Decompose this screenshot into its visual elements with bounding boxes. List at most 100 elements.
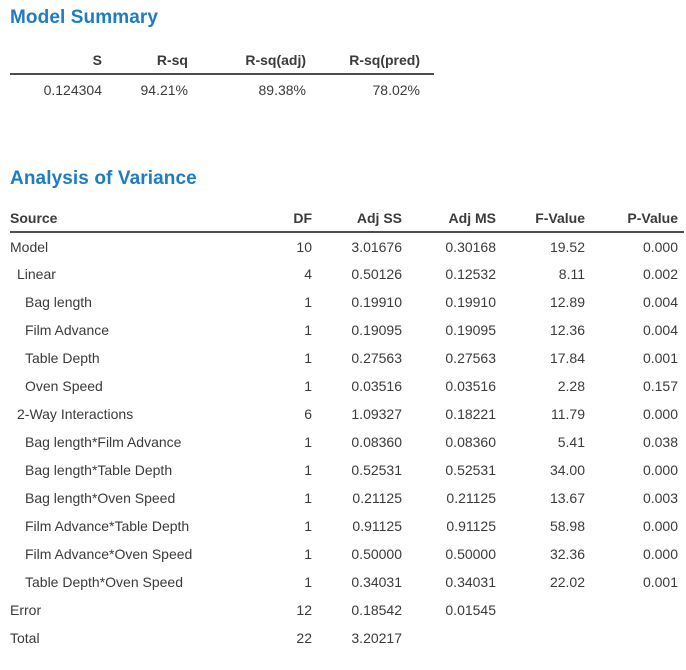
- f-value-cell: 17.84: [549, 350, 585, 366]
- column-header-f-value: F-Value: [496, 210, 585, 233]
- table-row: Bag length 1 0.19910 0.19910 12.89 0.004: [10, 288, 684, 316]
- f-value-cell: 5.41: [557, 434, 585, 450]
- table-row: Bag length*Table Depth 1 0.52531 0.52531…: [10, 456, 684, 484]
- table-row: Total 22 3.20217: [10, 624, 684, 652]
- adj-ss-cell: 0.52531: [351, 462, 402, 478]
- column-header-adj-ss: Adj SS: [312, 210, 402, 233]
- column-header-rsq: R-sq: [102, 52, 188, 75]
- adj-ss-cell: 0.27563: [351, 350, 402, 366]
- source-cell: Bag length*Oven Speed: [25, 490, 176, 506]
- f-value-cell: 34.00: [549, 462, 585, 478]
- column-header-s: S: [10, 52, 102, 75]
- table-row: Bag length*Film Advance 1 0.08360 0.0836…: [10, 428, 684, 456]
- df-cell: 12: [296, 602, 312, 618]
- p-value-cell: [585, 624, 684, 652]
- anova-table: Source DF Adj SS Adj MS F-Value P-Value …: [10, 210, 684, 652]
- df-cell: 1: [304, 574, 312, 590]
- adj-ms-cell: 0.30168: [445, 238, 496, 255]
- anova-table-body: Model 10 3.01676 0.30168 19.52 0.000 Lin…: [10, 232, 684, 652]
- source-cell: Film Advance*Table Depth: [25, 518, 190, 534]
- table-row: Model 10 3.01676 0.30168 19.52 0.000: [10, 232, 684, 260]
- df-cell: 22: [296, 630, 312, 646]
- p-value-cell: 0.001: [642, 350, 678, 366]
- column-header-df: DF: [250, 210, 312, 233]
- column-header-source: Source: [10, 210, 250, 233]
- anova-header-row: Source DF Adj SS Adj MS F-Value P-Value: [10, 210, 684, 233]
- adj-ss-cell: 0.21125: [352, 490, 402, 506]
- p-value-cell: 0.002: [642, 266, 678, 282]
- adj-ms-cell: 0.19095: [445, 322, 496, 338]
- table-row: Film Advance 1 0.19095 0.19095 12.36 0.0…: [10, 316, 684, 344]
- df-cell: 6: [304, 406, 312, 422]
- adj-ss-cell: 0.03516: [351, 378, 402, 394]
- rsq-pred-value: 78.02%: [372, 81, 420, 98]
- p-value-cell: 0.157: [642, 378, 678, 394]
- adj-ms-cell: 0.08360: [445, 434, 496, 450]
- adj-ms-cell: 0.01545: [445, 602, 496, 618]
- f-value-cell: [496, 624, 585, 652]
- adj-ms-cell: 0.03516: [445, 378, 496, 394]
- adj-ss-cell: 0.50000: [351, 546, 402, 562]
- adj-ss-cell: 0.91125: [352, 518, 402, 534]
- df-cell: 1: [304, 350, 312, 366]
- table-row: 2-Way Interactions 6 1.09327 0.18221 11.…: [10, 400, 684, 428]
- model-summary-title: Model Summary: [10, 7, 159, 28]
- source-cell: Table Depth: [25, 350, 100, 366]
- column-header-adj-ms: Adj MS: [402, 210, 496, 233]
- p-value-cell: 0.003: [642, 490, 678, 506]
- adj-ms-cell: 0.52531: [445, 462, 496, 478]
- df-cell: 1: [304, 322, 312, 338]
- adj-ms-cell: 0.91125: [446, 518, 496, 534]
- p-value-cell: 0.000: [642, 238, 678, 255]
- p-value-cell: 0.001: [642, 574, 678, 590]
- column-header-p-value: P-Value: [585, 210, 684, 233]
- f-value-cell: 8.11: [558, 266, 585, 282]
- df-cell: 4: [304, 266, 312, 282]
- source-cell: Bag length*Table Depth: [25, 462, 173, 478]
- adj-ms-cell: 0.12532: [445, 266, 496, 282]
- f-value-cell: 58.98: [549, 518, 585, 534]
- s-value: 0.124304: [43, 81, 102, 98]
- source-cell: Bag length*Film Advance: [25, 434, 182, 450]
- table-row: Film Advance*Table Depth 1 0.91125 0.911…: [10, 512, 684, 540]
- rsq-value: 94.21%: [140, 81, 188, 98]
- column-header-rsq-adj: R-sq(adj): [188, 52, 306, 75]
- adj-ss-cell: 0.19910: [351, 294, 402, 310]
- source-cell: Total: [10, 630, 40, 646]
- model-summary-table: S R-sq R-sq(adj) R-sq(pred) 0.124304 94.…: [10, 52, 434, 101]
- df-cell: 1: [304, 490, 312, 506]
- adj-ss-cell: 1.09327: [351, 406, 402, 422]
- rsq-adj-value: 89.38%: [258, 81, 306, 98]
- adj-ms-cell: 0.18221: [445, 406, 496, 422]
- table-row: Linear 4 0.50126 0.12532 8.11 0.002: [10, 260, 684, 288]
- source-cell: Error: [10, 602, 42, 618]
- p-value-cell: 0.000: [642, 546, 678, 562]
- df-cell: 1: [304, 518, 312, 534]
- adj-ss-cell: 0.19095: [351, 322, 402, 338]
- f-value-cell: 12.36: [549, 322, 585, 338]
- df-cell: 10: [296, 238, 312, 255]
- statistical-output-pane: Model Summary S R-sq R-sq(adj) R-sq(pred…: [10, 7, 684, 652]
- df-cell: 1: [304, 294, 312, 310]
- source-cell: Model: [10, 238, 49, 255]
- adj-ms-cell: 0.21125: [446, 490, 496, 506]
- model-summary-value-row: 0.124304 94.21% 89.38% 78.02%: [10, 74, 434, 101]
- p-value-cell: 0.000: [642, 518, 678, 534]
- adj-ss-cell: 0.50126: [351, 266, 402, 282]
- model-summary-header-row: S R-sq R-sq(adj) R-sq(pred): [10, 52, 434, 75]
- table-row: Table Depth*Oven Speed 1 0.34031 0.34031…: [10, 568, 684, 596]
- adj-ss-cell: 0.18542: [351, 602, 402, 618]
- source-cell: 2-Way Interactions: [17, 406, 134, 422]
- p-value-cell: 0.038: [642, 434, 678, 450]
- source-cell: Film Advance: [25, 322, 110, 338]
- f-value-cell: 22.02: [549, 574, 585, 590]
- source-cell: Film Advance*Oven Speed: [25, 546, 193, 562]
- table-row: Film Advance*Oven Speed 1 0.50000 0.5000…: [10, 540, 684, 568]
- f-value-cell: 11.79: [551, 406, 585, 422]
- adj-ss-cell: 3.20217: [351, 630, 402, 646]
- table-row: Error 12 0.18542 0.01545: [10, 596, 684, 624]
- adj-ms-cell: 0.50000: [445, 546, 496, 562]
- f-value-cell: 2.28: [557, 378, 585, 394]
- f-value-cell: 32.36: [549, 546, 585, 562]
- adj-ss-cell: 0.34031: [351, 574, 402, 590]
